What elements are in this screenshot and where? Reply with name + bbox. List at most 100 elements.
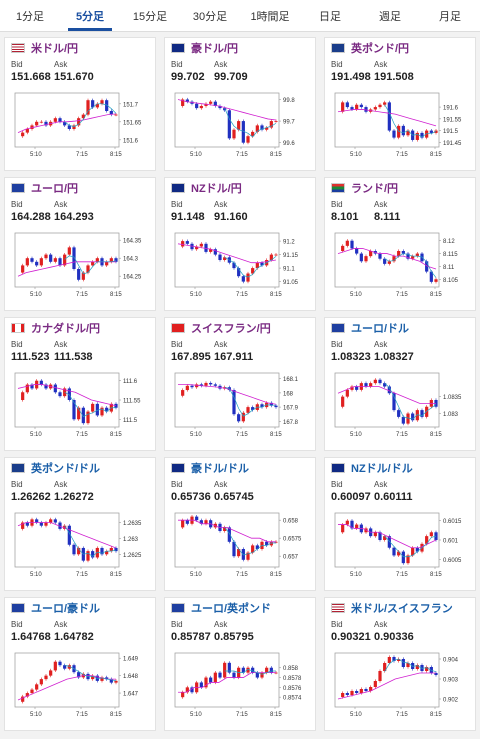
candle-body [81,407,85,424]
ask-label: Ask [54,200,68,209]
pair-name[interactable]: 豪ドル/円 [191,43,239,55]
pair-name[interactable]: ユーロ/ドル [351,323,410,335]
rate-card[interactable]: ランド/円 Bid Ask 8.101 8.111 8.12 8.115 8.11 8… [324,177,476,311]
rate-card[interactable]: 英ポンド/円 Bid Ask 191.498 191.508 191.6 191.… [324,37,476,171]
mini-chart[interactable]: 151.7 151.65 151.6 5:10 7:15 8:15 [11,89,149,163]
price-values: 99.702 99.709 [171,71,309,83]
candle-body [364,256,368,262]
y-tick-label: 8.105 [443,278,459,284]
mini-chart[interactable]: 0.904 0.903 0.902 5:10 7:15 8:15 [331,649,469,723]
mini-chart[interactable]: 0.658 0.6575 0.657 5:10 7:15 8:15 [171,509,309,583]
candle-body [63,525,67,529]
rate-card[interactable]: 米ドル/円 Bid Ask 151.668 151.670 151.7 151.6… [4,37,156,171]
ma-long-line [177,243,277,264]
tab-7[interactable]: 月足 [439,10,461,23]
candle-body [401,251,405,254]
candle-body [227,110,231,139]
ma-short-line [224,107,277,138]
pair-name[interactable]: 米ドル/スイスフラン [351,603,453,615]
pair-name[interactable]: カナダドル/円 [31,323,101,335]
rate-card[interactable]: ユーロ/英ポンド Bid Ask 0.85787 0.85795 0.858 0.… [164,597,316,731]
pair-name[interactable]: スイスフラン/円 [191,323,271,335]
tab-5[interactable]: 日足 [319,10,341,23]
mini-chart[interactable]: 1.649 1.648 1.647 5:10 7:15 8:15 [11,649,149,723]
mini-chart[interactable]: 191.6 191.55 191.5 191.45 5:10 7:15 8:15 [331,89,469,163]
rate-card[interactable]: ユーロ/円 Bid Ask 164.288 164.293 164.35 164.… [4,177,156,311]
candle-body [341,245,345,251]
rate-card[interactable]: スイスフラン/円 Bid Ask 167.895 167.911 168.1 16… [164,317,316,451]
bid-label: Bid [331,340,343,349]
mini-chart[interactable]: 8.12 8.115 8.11 8.105 5:10 7:15 8:15 [331,229,469,303]
candle-body [25,384,29,393]
mini-chart[interactable]: 0.858 0.8578 0.8576 0.8574 5:10 7:15 8:15 [171,649,309,723]
candle-body [392,657,396,661]
mini-chart[interactable]: 91.2 91.15 91.1 91.05 5:10 7:15 8:15 [171,229,309,303]
pair-name[interactable]: NZドル/円 [191,183,242,195]
ma-long-line [337,248,437,270]
tab-6[interactable]: 週足 [379,10,401,23]
candle-body [35,261,39,266]
tab-1[interactable]: 5分足 [60,0,120,31]
pair-name[interactable]: ユーロ/英ポンド [191,603,272,615]
ma-long-line [17,384,117,407]
pair-name[interactable]: 米ドル/円 [31,43,79,55]
rate-card[interactable]: 英ポンド/ドル Bid Ask 1.26262 1.26272 1.2635 1.… [4,457,156,591]
bid-label: Bid [11,200,23,209]
tab-4[interactable]: 1時間足 [250,10,290,23]
candle-body [425,536,429,544]
candle-body [223,108,227,111]
x-tick-label: 5:10 [190,152,202,158]
mini-chart[interactable]: 1.2635 1.263 1.2625 5:10 7:15 8:15 [11,509,149,583]
tab-0[interactable]: 1分足 [15,10,45,23]
rate-card[interactable]: カナダドル/円 Bid Ask 111.523 111.538 111.6 111… [4,317,156,451]
mini-chart[interactable]: 0.6015 0.601 0.6005 5:10 7:15 8:15 [331,509,469,583]
tab-3[interactable]: 30分足 [192,10,228,23]
rate-card[interactable]: ユーロ/ドル Bid Ask 1.08323 1.08327 1.0835 1.0… [324,317,476,451]
candle-body [190,385,194,388]
mini-chart[interactable]: 111.6 111.55 111.5 5:10 7:15 8:15 [11,369,149,443]
candle-body [44,121,48,126]
candle-body [223,662,227,678]
y-tick-label: 0.658 [283,519,299,525]
tab-2[interactable]: 15分足 [132,10,168,23]
rate-card[interactable]: 米ドル/スイスフラン Bid Ask 0.90321 0.90336 0.904… [324,597,476,731]
ask-value: 167.911 [214,351,254,363]
bid-label: Bid [331,480,343,489]
candle-body [401,416,405,424]
gb-us-flag-icon [11,463,25,473]
candle-body [383,536,387,540]
rate-card[interactable]: 豪ドル/円 Bid Ask 99.702 99.709 99.8 99.7 99.6… [164,37,316,171]
mini-chart[interactable]: 164.35 164.3 164.25 5:10 7:15 8:15 [11,229,149,303]
mini-chart[interactable]: 99.8 99.7 99.6 5:10 7:15 8:15 [171,89,309,163]
y-tick-label: 0.902 [443,698,459,704]
candle-body [359,253,363,262]
pair-name[interactable]: 豪ドル/ドル [191,463,250,475]
pair-name[interactable]: ランド/円 [351,183,399,195]
rate-card[interactable]: 豪ドル/ドル Bid Ask 0.65736 0.65745 0.658 0.65… [164,457,316,591]
candle-body [223,527,227,531]
bid-label: Bid [171,620,183,629]
candle-body [218,672,222,678]
ask-label: Ask [54,340,68,349]
candle-body [265,127,269,130]
rate-card[interactable]: NZドル/円 Bid Ask 91.148 91.160 91.2 91.15 91… [164,177,316,311]
mini-chart[interactable]: 168.1 168 167.9 167.8 5:10 7:15 8:15 [171,369,309,443]
pair-name[interactable]: ユーロ/豪ドル [31,603,101,615]
candle-body [387,657,391,663]
y-tick-label: 111.55 [123,399,141,405]
pair-name[interactable]: NZドル/ドル [351,463,413,475]
y-tick-label: 191.6 [443,106,459,112]
x-tick-label: 5:10 [30,572,42,578]
y-tick-label: 0.6015 [443,519,462,525]
pair-name[interactable]: 英ポンド/円 [351,43,410,55]
mini-chart[interactable]: 1.0835 1.083 5:10 7:15 8:15 [331,369,469,443]
candle-body [35,519,39,523]
pair-name[interactable]: 英ポンド/ドル [31,463,101,475]
us-jp-flag-icon [11,43,25,53]
x-tick-label: 5:10 [190,712,202,718]
rate-card[interactable]: NZドル/ドル Bid Ask 0.60097 0.60111 0.6015 0.… [324,457,476,591]
candle-body [378,671,382,681]
candle-body [369,687,373,691]
pair-name[interactable]: ユーロ/円 [31,183,79,195]
rate-card[interactable]: ユーロ/豪ドル Bid Ask 1.64768 1.64782 1.649 1.6… [4,597,156,731]
